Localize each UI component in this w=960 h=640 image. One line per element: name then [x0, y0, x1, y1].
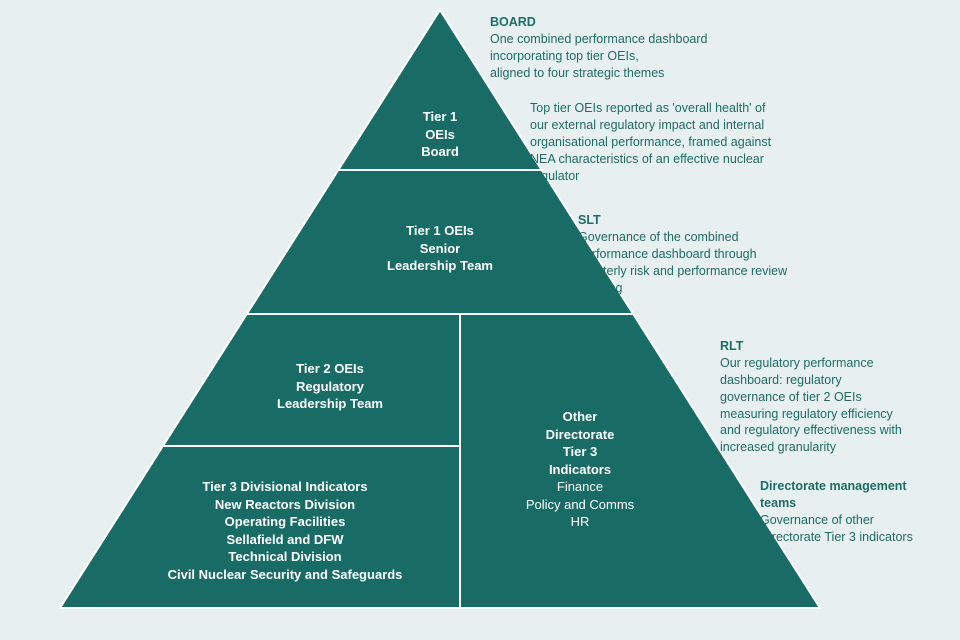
tier1-top-label: Tier 1 OEIs Board [398, 108, 482, 161]
tier2-label: Tier 2 OEIs Regulatory Leadership Team [210, 360, 450, 413]
tier1-senior-label: Tier 1 OEIs Senior Leadership Team [340, 222, 540, 275]
tier3-left-label: Tier 3 Divisional Indicators New Reactor… [120, 478, 450, 583]
annotation-board: BOARD One combined performance dashboard… [490, 14, 770, 82]
tier3-right-label: Other Directorate Tier 3 Indicators Fina… [480, 408, 680, 531]
annotation-rlt: RLT Our regulatory performance dashboard… [720, 338, 905, 456]
annotation-toptier: Top tier OEIs reported as 'overall healt… [530, 100, 785, 184]
annotation-slt: SLT Governance of the combined performan… [578, 212, 793, 296]
annotation-dmt: Directorate management teams Governance … [760, 478, 915, 546]
